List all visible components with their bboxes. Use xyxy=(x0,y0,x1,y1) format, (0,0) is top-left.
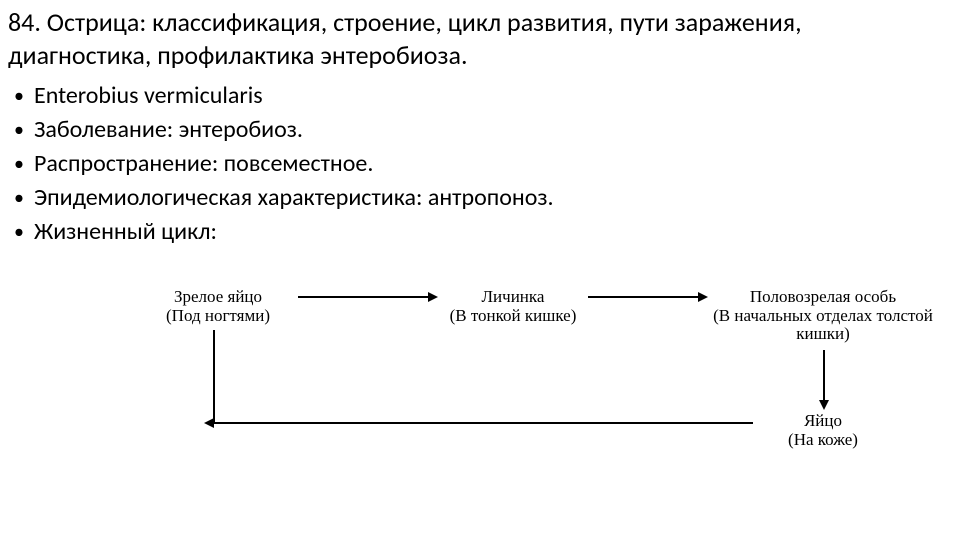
node-larva: Личинка (В тонкой кишке) xyxy=(433,288,593,325)
page: 84. Острица: классификация, строение, ци… xyxy=(0,0,960,540)
bullet-text: Жизненный цикл: xyxy=(34,218,217,246)
bullet-dot-icon: • xyxy=(14,116,24,144)
node-label: Яйцо xyxy=(748,412,898,431)
bullet-dot-icon: • xyxy=(14,218,24,246)
node-sublabel: (В тонкой кишке) xyxy=(433,307,593,326)
node-label: Половозрелая особь xyxy=(708,288,938,307)
bullet-dot-icon: • xyxy=(14,184,24,212)
node-sublabel: (На коже) xyxy=(748,431,898,450)
arrow-right-icon xyxy=(698,292,708,302)
arrow-line xyxy=(823,350,825,400)
node-sublabel: (В начальных отделах толстой кишки) xyxy=(708,307,938,344)
arrow-line xyxy=(213,330,215,424)
bullet-text: Распространение: повсеместное. xyxy=(34,150,373,178)
node-label: Личинка xyxy=(433,288,593,307)
node-adult: Половозрелая особь (В начальных отделах … xyxy=(708,288,938,344)
list-item: • Эпидемиологическая характеристика: ант… xyxy=(8,184,938,212)
node-mature-egg: Зрелое яйцо (Под ногтями) xyxy=(138,288,298,325)
arrow-down-icon xyxy=(819,400,829,410)
lifecycle-diagram: Зрелое яйцо (Под ногтями) Личинка (В тон… xyxy=(8,270,952,510)
arrow-line xyxy=(588,296,698,298)
bullet-text: Enterobius vermicularis xyxy=(34,82,263,110)
arrow-line xyxy=(213,422,753,424)
bullet-text: Эпидемиологическая характеристика: антро… xyxy=(34,184,554,212)
list-item: • Жизненный цикл: xyxy=(8,218,938,246)
node-egg-skin: Яйцо (На коже) xyxy=(748,412,898,449)
node-label: Зрелое яйцо xyxy=(138,288,298,307)
arrow-left-icon xyxy=(204,418,214,428)
bullet-text: Заболевание: энтеробиоз. xyxy=(34,116,303,144)
bullet-list: • Enterobius vermicularis • Заболевание:… xyxy=(8,82,938,252)
list-item: • Распространение: повсеместное. xyxy=(8,150,938,178)
node-sublabel: (Под ногтями) xyxy=(138,307,298,326)
list-item: • Enterobius vermicularis xyxy=(8,82,938,110)
bullet-dot-icon: • xyxy=(14,82,24,110)
list-item: • Заболевание: энтеробиоз. xyxy=(8,116,938,144)
page-title: 84. Острица: классификация, строение, ци… xyxy=(8,6,938,71)
arrow-line xyxy=(298,296,428,298)
bullet-dot-icon: • xyxy=(14,150,24,178)
